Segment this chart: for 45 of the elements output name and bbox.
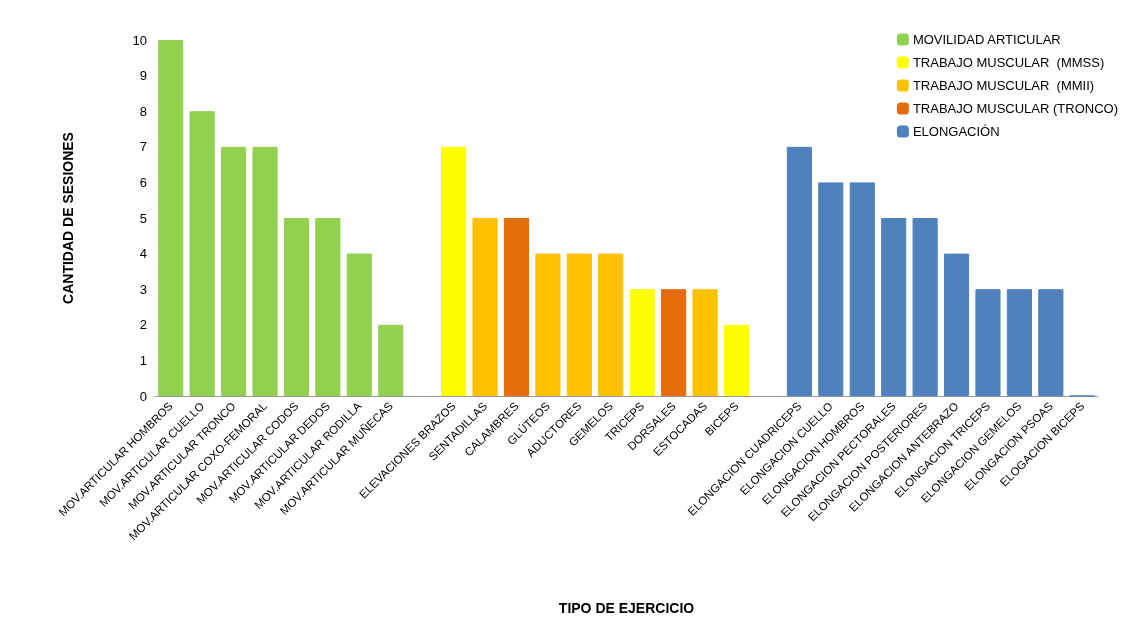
bar — [786, 146, 812, 396]
bar — [1038, 289, 1064, 396]
bar — [252, 146, 278, 396]
y-tick-label: 3 — [139, 281, 147, 297]
legend-label: ELONGACIÓN — [912, 124, 1000, 139]
y-tick-label: 1 — [139, 352, 147, 368]
legend-label: MOVILIDAD ARTICULAR — [912, 32, 1061, 47]
y-tick-label: 10 — [132, 32, 147, 48]
x-axis-title: TIPO DE EJERCICIO — [558, 600, 695, 616]
y-tick-label: 9 — [139, 68, 147, 84]
bar — [629, 289, 655, 396]
bar — [723, 324, 750, 396]
bar — [661, 289, 687, 396]
bar — [283, 218, 310, 396]
bar — [441, 146, 467, 396]
bar — [315, 218, 341, 396]
bar — [912, 218, 938, 396]
y-axis-title: CANTIDAD DE SESIONES — [60, 132, 76, 304]
bar — [566, 253, 592, 396]
y-tick-label: 2 — [139, 317, 147, 333]
y-tick-label: 7 — [139, 139, 147, 155]
bar — [189, 111, 215, 396]
bar — [535, 253, 561, 396]
bar — [158, 40, 184, 396]
y-tick-label: 5 — [139, 210, 147, 226]
y-tick-label: 8 — [139, 103, 147, 119]
legend-label: TRABAJO MUSCULAR (TRONCO) — [912, 101, 1119, 116]
bar — [472, 218, 498, 396]
bar — [1006, 289, 1032, 396]
y-tick-label: 4 — [139, 246, 147, 262]
legend-label: TRABAJO MUSCULAR (MMII) — [912, 78, 1095, 93]
bar — [849, 182, 875, 396]
y-tick-label: 0 — [139, 388, 147, 404]
bar — [503, 218, 530, 396]
bar — [881, 218, 907, 396]
bar — [598, 253, 624, 396]
bar — [346, 253, 372, 396]
bar — [975, 289, 1001, 396]
bar — [221, 146, 247, 396]
y-tick-label: 6 — [139, 174, 147, 190]
legend-label: TRABAJO MUSCULAR (MMSS) — [912, 55, 1105, 70]
bar — [692, 289, 718, 396]
bar — [818, 182, 844, 396]
bar — [943, 253, 970, 396]
bar — [378, 324, 404, 396]
